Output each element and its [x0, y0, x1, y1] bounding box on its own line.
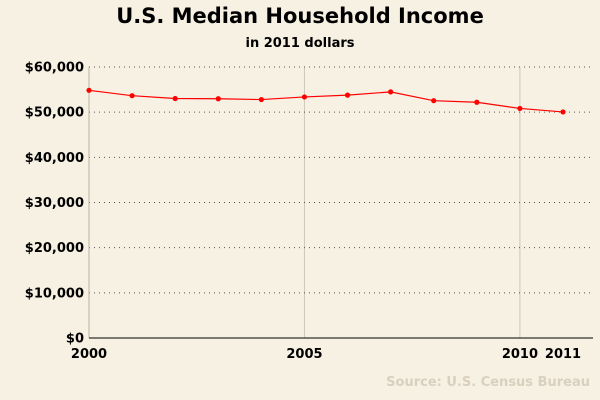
data-point	[215, 96, 221, 102]
data-point	[172, 95, 178, 102]
data-point	[258, 96, 264, 103]
x-tick-label: 2010	[502, 347, 538, 362]
data-point	[560, 109, 566, 115]
y-tick-label: $10,000	[25, 286, 84, 301]
data-point	[431, 98, 437, 104]
x-tick-label: 2011	[545, 347, 581, 362]
x-tick-label: 2005	[286, 347, 322, 362]
data-point	[388, 89, 394, 95]
chart-title: U.S. Median Household Income	[116, 4, 484, 28]
x-tick-label: 2000	[71, 347, 107, 362]
data-point	[344, 92, 351, 98]
data-point	[86, 87, 92, 93]
y-tick-label: $60,000	[25, 61, 84, 76]
data-point	[301, 94, 308, 100]
y-tick-label: $0	[66, 332, 84, 347]
y-tick-label: $50,000	[25, 106, 84, 121]
y-tick-label: $30,000	[25, 196, 84, 211]
y-tick-label: $40,000	[25, 151, 84, 166]
y-tick-label: $20,000	[25, 241, 84, 256]
series-line	[88, 89, 564, 113]
chart-subtitle: in 2011 dollars	[245, 36, 355, 51]
data-point	[517, 105, 523, 112]
data-point	[474, 99, 480, 105]
source-note: Source: U.S. Census Bureau	[386, 375, 590, 390]
data-point	[129, 93, 135, 99]
